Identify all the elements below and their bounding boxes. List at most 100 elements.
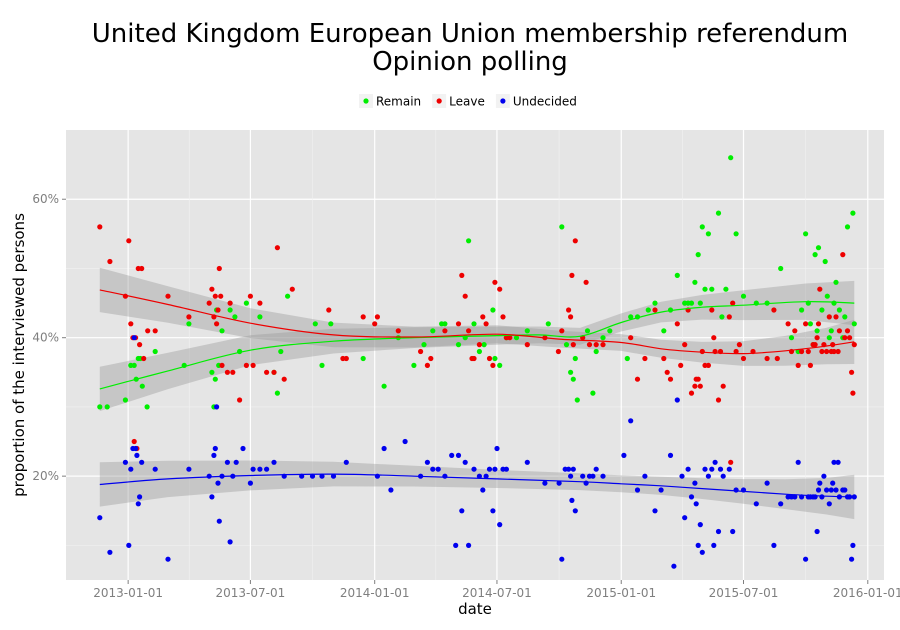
data-point-remain: [733, 231, 739, 237]
data-point-undecided: [821, 473, 827, 479]
data-point-leave: [152, 328, 158, 334]
data-point-undecided: [715, 528, 722, 535]
data-point-remain: [702, 286, 708, 292]
data-point-undecided: [733, 487, 739, 493]
data-point-leave: [792, 328, 798, 334]
trend-line-undecided: [99, 473, 855, 498]
data-point-leave: [568, 314, 574, 320]
data-point-remain: [584, 328, 591, 334]
y-tick-label: 20%: [32, 469, 59, 483]
data-point-remain: [812, 252, 818, 258]
data-point-undecided: [851, 494, 857, 500]
data-point-leave: [583, 279, 589, 285]
plot-panel: [66, 130, 884, 580]
confidence-band-remain: [99, 280, 855, 412]
data-point-undecided: [250, 466, 256, 472]
data-point-undecided: [224, 459, 230, 465]
data-point-undecided: [634, 487, 641, 493]
data-point-leave: [667, 376, 674, 382]
data-point-remain: [144, 404, 150, 410]
data-point-undecided: [815, 487, 822, 493]
data-point-leave: [833, 314, 839, 320]
data-point-leave: [695, 376, 701, 382]
data-point-remain: [212, 376, 218, 382]
legend-marker-undecided: [500, 98, 506, 104]
data-point-leave: [209, 286, 215, 292]
data-point-leave: [214, 321, 220, 327]
data-point-remain: [466, 238, 472, 244]
data-point-leave: [131, 438, 137, 445]
data-point-undecided: [842, 487, 848, 493]
data-point-remain: [131, 362, 137, 368]
data-point-undecided: [483, 473, 489, 479]
data-point-undecided: [430, 466, 436, 472]
data-point-undecided: [826, 501, 832, 507]
data-point-undecided: [497, 522, 503, 528]
data-point-leave: [826, 314, 832, 320]
data-point-leave: [459, 272, 465, 278]
x-tick-label: 2014-07-01: [462, 586, 532, 600]
data-point-undecided: [211, 452, 217, 458]
data-point-undecided: [186, 466, 192, 472]
data-point-undecided: [824, 487, 830, 493]
data-point-leave: [682, 342, 688, 348]
data-point-leave: [586, 342, 593, 348]
data-point-leave: [835, 348, 841, 355]
data-point-undecided: [702, 466, 708, 472]
data-point-leave: [289, 286, 295, 292]
data-point-undecided: [542, 480, 548, 486]
data-point-remain: [851, 321, 857, 327]
data-point-undecided: [215, 480, 221, 486]
data-point-undecided: [442, 473, 448, 479]
data-point-leave: [360, 314, 366, 320]
data-point-leave: [227, 300, 233, 306]
data-point-leave: [224, 369, 230, 375]
data-point-leave: [812, 342, 818, 348]
data-point-remain: [697, 300, 703, 306]
data-point-undecided: [214, 404, 220, 410]
data-point-undecided: [792, 494, 798, 500]
data-point-leave: [711, 335, 717, 341]
data-point-undecided: [590, 473, 596, 479]
data-point-remain: [97, 404, 103, 410]
trend-line-remain: [99, 301, 855, 390]
data-point-leave: [264, 369, 270, 375]
data-point-remain: [559, 224, 565, 230]
data-point-undecided: [309, 473, 316, 479]
data-point-remain: [836, 307, 843, 313]
data-point-undecided: [695, 542, 701, 549]
data-point-undecided: [139, 459, 145, 465]
data-point-remain: [232, 314, 238, 320]
data-point-remain: [807, 321, 814, 327]
data-point-undecided: [831, 459, 837, 465]
data-point-undecided: [568, 473, 574, 479]
data-point-leave: [642, 355, 648, 362]
data-point-remain: [492, 355, 498, 362]
data-point-remain: [705, 231, 712, 237]
data-point-undecided: [642, 473, 648, 479]
data-point-leave: [799, 348, 805, 355]
data-point-undecided: [128, 466, 134, 472]
data-point-leave: [664, 369, 670, 375]
data-point-remain: [814, 328, 820, 334]
data-point-undecided: [209, 494, 215, 500]
data-point-undecided: [692, 480, 698, 486]
data-point-undecided: [726, 466, 732, 472]
data-point-undecided: [449, 452, 455, 458]
data-point-undecided: [240, 445, 246, 452]
data-point-leave: [842, 335, 848, 341]
data-point-leave: [374, 314, 380, 320]
data-point-undecided: [257, 466, 263, 472]
data-point-undecided: [466, 542, 472, 549]
data-point-remain: [699, 224, 705, 230]
data-point-undecided: [459, 508, 465, 514]
data-point-remain: [828, 328, 834, 334]
data-point-undecided: [455, 452, 462, 458]
data-point-leave: [736, 342, 743, 348]
grid-lines: [66, 130, 884, 580]
data-point-undecided: [381, 445, 387, 452]
data-point-leave: [815, 321, 822, 327]
data-point-leave: [836, 328, 843, 334]
legend-label-remain: Remain: [376, 95, 421, 109]
